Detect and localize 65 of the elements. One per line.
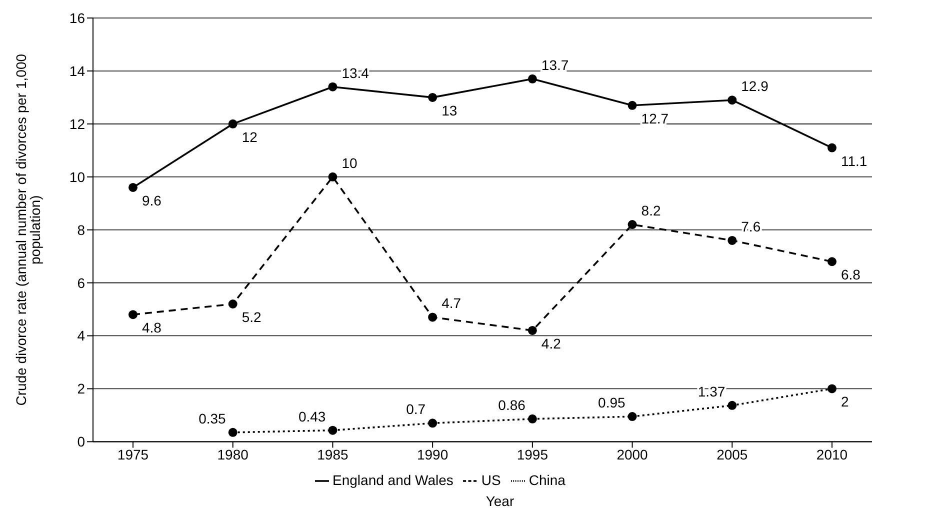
y-tick-label: 4 [77, 328, 86, 344]
point [828, 257, 836, 266]
legend-label: China [528, 472, 566, 488]
point [428, 418, 438, 428]
data-label: 4.7 [442, 295, 462, 312]
point [428, 92, 438, 102]
x-tick-label: 2000 [616, 446, 648, 463]
data-label: 4.8 [142, 320, 162, 336]
x-tick-label: 1975 [117, 446, 149, 463]
point [628, 100, 637, 110]
point [728, 400, 737, 410]
point [128, 182, 138, 192]
data-label: 9.6 [142, 192, 162, 208]
y-tick-label: 2 [77, 380, 86, 397]
data-label: 12.9 [741, 78, 769, 94]
data-label: 0.86 [498, 396, 526, 413]
point [328, 82, 338, 92]
data-label: 12 [242, 128, 258, 145]
point [628, 412, 637, 422]
point [528, 414, 537, 424]
x-tick-label: 1980 [217, 446, 249, 463]
y-tick-label: 6 [77, 274, 86, 291]
data-label: 10 [342, 154, 358, 171]
data-label: 0.7 [406, 401, 426, 418]
data-label: 11.1 [841, 152, 868, 169]
point [828, 143, 836, 152]
point [328, 426, 338, 435]
point [828, 384, 836, 394]
y-tick-label: 16 [69, 10, 86, 26]
data-label: 5.2 [242, 309, 262, 325]
legend-label: England and Wales [332, 472, 454, 488]
point [128, 310, 138, 320]
data-label: 4.2 [541, 335, 562, 352]
point [228, 119, 238, 128]
data-label: 8.2 [641, 202, 661, 219]
point [728, 236, 737, 245]
x-tick-label: 1995 [516, 446, 548, 463]
point [428, 312, 438, 322]
data-label: 2 [841, 394, 849, 410]
data-label: 0.43 [298, 408, 326, 424]
point [728, 96, 737, 105]
data-label: 6.8 [841, 266, 861, 283]
y-axis-title: Crude divorce rate (annual number of divorces per 1,000 population) [12, 54, 43, 406]
point [228, 300, 238, 308]
x-axis-title: Year [484, 493, 516, 509]
point [628, 220, 637, 230]
x-tick-label: 2005 [716, 446, 748, 463]
y-tick-label: 8 [77, 222, 86, 238]
y-tick-label: 14 [69, 62, 86, 79]
x-tick-label: 2010 [816, 446, 848, 463]
point [228, 428, 238, 437]
data-label: 0.35 [198, 410, 226, 426]
y-tick-label: 0 [77, 434, 86, 450]
data-label: 13.7 [541, 56, 569, 73]
data-label: 12.7 [641, 110, 669, 126]
point [328, 172, 338, 182]
point [528, 74, 537, 84]
y-tick-label: 10 [69, 168, 86, 185]
point [528, 326, 537, 335]
legend-label: US [481, 472, 501, 488]
x-tick-label: 1985 [317, 446, 348, 463]
x-tick-label: 1990 [416, 446, 448, 463]
y-tick-label: 12 [69, 116, 86, 132]
data-label: 0.95 [598, 394, 626, 411]
data-label: 13 [442, 102, 458, 118]
